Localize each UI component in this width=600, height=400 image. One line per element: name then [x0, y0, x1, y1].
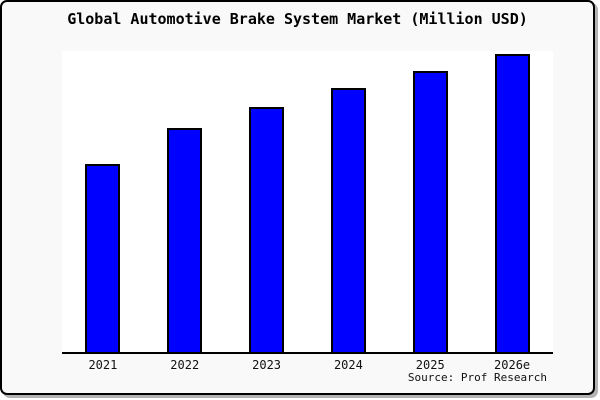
bar-2024 [330, 88, 366, 352]
bar-2025 [412, 71, 448, 352]
x-axis-ticks: 2021 2022 2023 2024 2025 2026e [2, 358, 593, 374]
x-tick-label: 2021 [88, 358, 118, 372]
plot-area [62, 51, 553, 354]
x-tick-label: 2022 [170, 358, 200, 372]
bar-2021 [85, 164, 121, 352]
x-tick-label: 2024 [333, 358, 363, 372]
source-note: Source: Prof Research [407, 371, 547, 384]
x-tick-label: 2023 [252, 358, 282, 372]
bar-2026e [494, 54, 530, 352]
chart-frame: Global Automotive Brake System Market (M… [0, 0, 595, 395]
chart-title: Global Automotive Brake System Market (M… [67, 10, 528, 28]
bar-2023 [249, 107, 285, 352]
x-tick-label: 2025 [415, 358, 445, 372]
x-tick-label: 2026e [494, 358, 531, 372]
bar-2022 [167, 128, 203, 352]
